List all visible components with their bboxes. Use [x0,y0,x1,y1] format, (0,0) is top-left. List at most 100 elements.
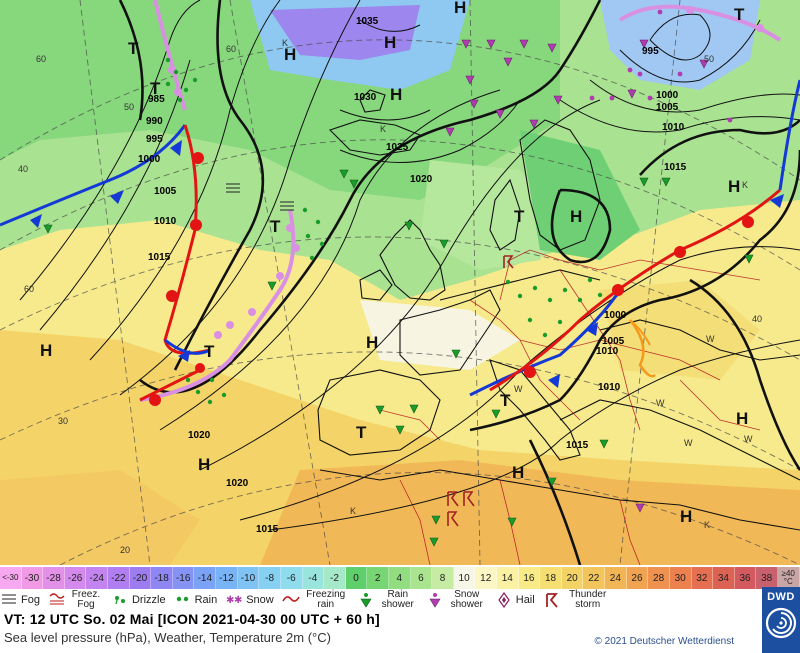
pressure-center: H [512,463,524,482]
scale-cell: -6 [280,567,303,589]
isobar-label: 1000 [604,310,627,321]
scale-cell: 12 [475,567,498,589]
copyright: © 2021 Deutscher Wetterdienst [594,636,734,647]
svg-text:W: W [706,334,715,344]
isobar-label: 1000 [138,154,161,165]
scale-cell: -26 [64,567,87,589]
scale-cell: -14 [194,567,217,589]
isobar-label: 1010 [662,122,685,133]
scale-cell: 28 [648,567,670,589]
fog-symbols [226,183,294,211]
isobar-label: 1010 [598,382,621,393]
pressure-center: T [356,423,367,442]
hot-zone [260,460,800,565]
scale-cell: 36 [734,567,757,589]
pressure-center: T [500,391,511,410]
scale-cell: -16 [172,567,195,589]
pressure-center: T [204,342,215,361]
pressure-center: H [736,409,748,428]
scale-cell: -22 [108,567,130,589]
isobar-label: 1010 [596,346,619,357]
scale-cell: 30 [669,567,692,589]
pressure-center: T [150,79,161,98]
pressure-center: H [198,455,210,474]
pressure-center: H [570,207,582,226]
scale-cell: 16 [518,567,541,589]
pressure-center: H [454,0,466,17]
greenland-core [270,5,420,60]
scale-cell: 22 [583,567,606,589]
hail-icon [495,591,513,609]
scale-cell: ≥40 °C [777,567,800,589]
latitude-labels: 60 50 40 30 20 40 50 60 60 [18,44,762,555]
svg-text:60: 60 [24,284,34,294]
legend-rain-shower: Rain shower [357,590,418,610]
svg-text:60: 60 [226,44,236,54]
legend-drizzle: Drizzle [111,592,166,608]
isobar-label: 1015 [664,162,687,173]
svg-text:60: 60 [36,54,46,64]
atlantic-warm [0,470,200,565]
svg-text:W: W [744,434,753,444]
scale-cell: 6 [410,567,433,589]
scale-cell: 20 [561,567,584,589]
svg-text:✱: ✱ [226,595,234,606]
svg-text:40: 40 [752,314,762,324]
svg-text:30: 30 [58,416,68,426]
svg-text:W: W [514,384,523,394]
svg-text:W: W [656,398,665,408]
isobar-labels: 1035 1030 1025 1020 1020 1020 1015 1015 … [138,16,687,535]
pressure-center: T [514,207,525,226]
isobar-label: 1015 [566,440,589,451]
scale-cell: 34 [713,567,735,589]
pressure-center: H [366,333,378,352]
valid-time: VT: 12 UTC So. 02 Mai [ICON 2021-04-30 0… [4,611,380,627]
snow-icon: ✱ ✱ [225,592,243,608]
temperature-scale: <-30 -30 -28 -26 -24 -22 -20 -18 -16 -14 -12 -10 -8-… [0,567,800,589]
scale-cell: -4 [302,567,325,589]
pressure-center: T [128,39,139,58]
isobar-label: 1025 [386,142,409,153]
weather-legend: Fog Freez. Fog Drizzle Rain ✱ ✱ Snow Free… [0,589,760,611]
legend-rain: Rain [174,592,217,608]
pressure-center: H [384,33,396,52]
isobar-label: 995 [146,134,163,145]
svg-text:20: 20 [120,545,130,555]
svg-text:K: K [380,124,386,134]
map-description: Sea level pressure (hPa), Weather, Tempe… [4,630,331,645]
scale-cell: 0 [345,567,368,589]
pressure-center: T [734,5,745,24]
legend-freezing-fog: Freez. Fog [48,590,103,610]
isobar-label: 1015 [256,524,279,535]
scale-cell: -18 [151,567,173,589]
scale-cell: 4 [388,567,411,589]
scale-cell: 24 [605,567,627,589]
isobar-label: 1035 [356,16,379,27]
legend-fog: Fog [0,592,40,608]
svg-text:K: K [282,38,288,48]
isobar-label: 1005 [656,102,679,113]
snow-shower-icon [426,592,444,608]
weather-map: H H H H H H H H H H H H T T T T T T T T … [0,0,800,565]
scale-cell: -12 [216,567,238,589]
isobar-label: 1030 [354,92,377,103]
isobar-label: 1000 [656,90,679,101]
legend-snow-shower: Snow shower [426,590,487,610]
isobar-label: 995 [642,46,659,57]
isobar-label: 1020 [226,478,249,489]
freezing-rain-icon [282,592,300,608]
rain-icon [174,592,192,608]
pressure-center: H [728,177,740,196]
pressure-center: T [270,217,281,236]
legend-snow: ✱ ✱ Snow [225,592,274,608]
pressure-center: H [40,341,52,360]
isobar-label: 1010 [154,216,177,227]
scale-cell: 32 [691,567,714,589]
scale-cell: -20 [129,567,152,589]
scale-cell: 38 [756,567,778,589]
footer: VT: 12 UTC So. 02 Mai [ICON 2021-04-30 0… [0,611,760,653]
isobar-label: 1005 [154,186,177,197]
svg-text:50: 50 [124,102,134,112]
fog-icon [0,592,18,608]
isobar-label: 1020 [188,430,211,441]
